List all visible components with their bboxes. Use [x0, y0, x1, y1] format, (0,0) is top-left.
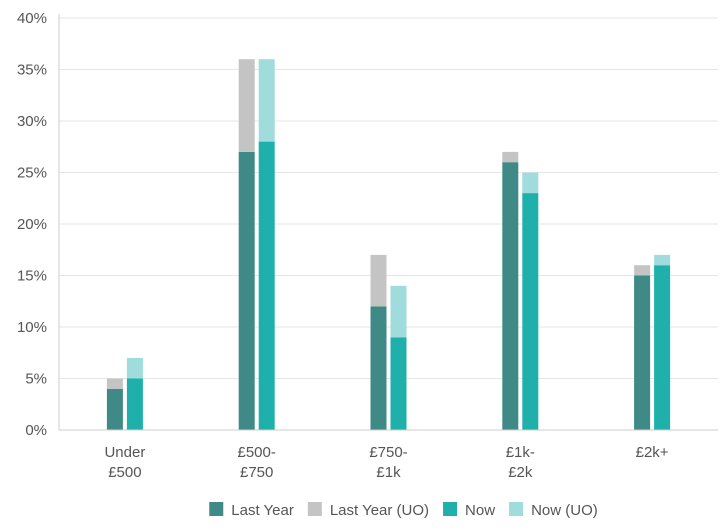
bar-segment: [106, 378, 123, 389]
y-tick-label: 30%: [17, 113, 47, 130]
y-tick-label: 35%: [17, 62, 47, 79]
bar-segment: [502, 151, 519, 163]
bar-segment: [654, 265, 671, 430]
bar-segment: [258, 141, 275, 430]
bar-segment: [238, 59, 255, 152]
gridlines: [59, 17, 718, 431]
legend-item: Last Year: [209, 502, 294, 519]
y-tick-label: 10%: [17, 319, 47, 336]
y-tick-label: 25%: [17, 165, 47, 182]
x-tick-label: £500: [108, 464, 141, 481]
legend-item: Now (UO): [509, 502, 598, 519]
bar-segment: [106, 388, 123, 430]
legend: Last Year Last Year (UO) Now Now (UO): [209, 502, 598, 519]
legend-swatch: [209, 502, 224, 516]
legend-label: Now: [465, 502, 495, 519]
legend-label: Last Year (UO): [330, 502, 429, 519]
axes: 0% 5% 10% 15% 20% 25% 30% 35% 40% Under £500 £500- £…: [17, 10, 718, 481]
bar-segment: [390, 337, 407, 430]
bar-segment: [370, 306, 387, 430]
legend-label: Now (UO): [531, 502, 598, 519]
y-tick-label: 0%: [25, 422, 47, 439]
bar-segment: [238, 151, 255, 430]
legend-item: Last Year (UO): [307, 502, 429, 519]
bar-segment: [654, 254, 671, 266]
x-tick-label: Under: [104, 444, 145, 461]
legend-item: Now: [443, 502, 495, 519]
bar-segment: [390, 285, 407, 338]
y-tick-label: 40%: [17, 10, 47, 27]
bar-segment: [258, 59, 275, 142]
y-tick-label: 15%: [17, 268, 47, 285]
bars: [106, 59, 671, 430]
x-tick-label: £1k: [376, 464, 401, 481]
x-tick-label: £2k+: [636, 444, 669, 461]
x-tick-label: £500-: [238, 444, 276, 461]
bar-segment: [634, 275, 651, 430]
x-tick-label: £750-: [369, 444, 407, 461]
legend-label: Last Year: [231, 502, 294, 519]
bar-segment: [522, 193, 539, 430]
bar-segment: [522, 172, 539, 194]
legend-swatch: [443, 502, 458, 516]
y-tick-label: 20%: [17, 216, 47, 233]
bar-segment: [634, 265, 651, 276]
legend-swatch: [307, 502, 322, 516]
y-tick-label: 5%: [25, 371, 47, 388]
x-tick-label: £750: [240, 464, 273, 481]
x-tick-label: £2k: [508, 464, 533, 481]
bar-segment: [126, 357, 143, 379]
bar-segment: [502, 162, 519, 430]
legend-swatch: [509, 502, 524, 516]
bar-segment: [126, 378, 143, 430]
bar-segment: [370, 254, 387, 307]
x-tick-label: £1k-: [506, 444, 535, 461]
